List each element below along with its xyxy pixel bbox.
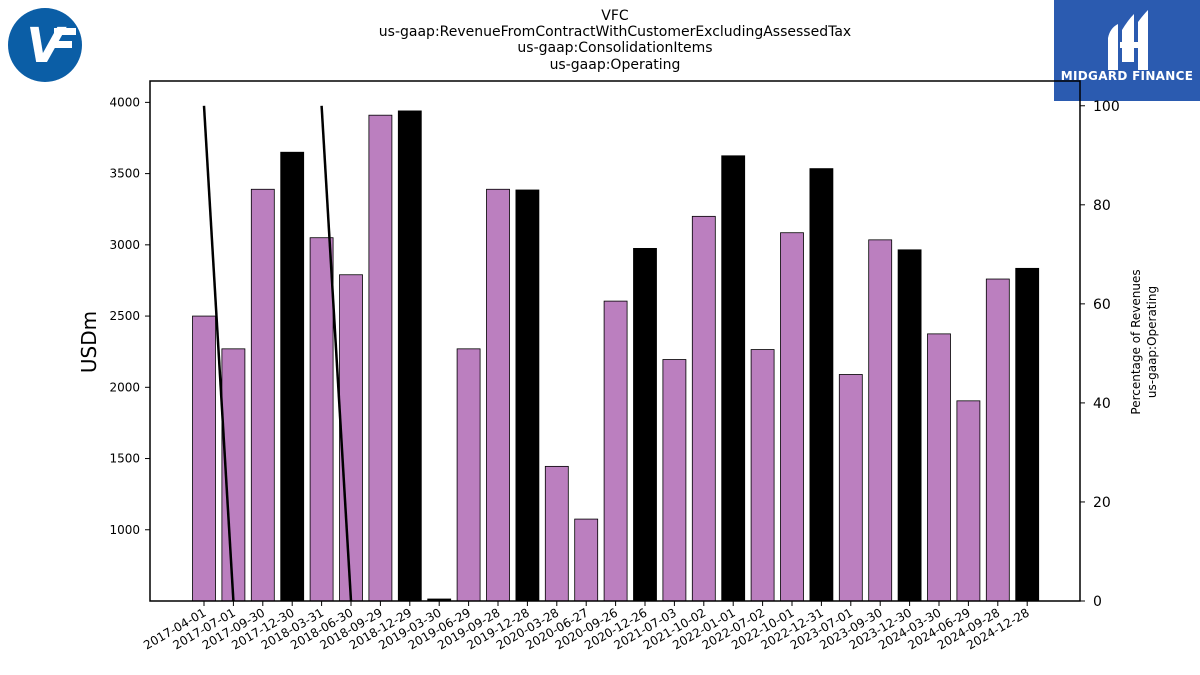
y-tick-label: 3000 [109, 238, 140, 252]
y-tick-label: 1000 [109, 523, 140, 537]
percentage-line-segment [320, 105, 353, 602]
y2-tick-label: 40 [1093, 396, 1111, 412]
bar-2020-03-28 [544, 465, 569, 602]
y-tick-label: 2500 [109, 309, 140, 323]
y2-axis-label-line-1: Percentage of Revenues [1129, 269, 1143, 414]
brand-name: MIDGARD FINANCE [1061, 69, 1193, 83]
bar-2023-12-30 [897, 249, 922, 602]
company-logo-bar-mid [54, 41, 72, 48]
company-logo: V [8, 8, 82, 82]
bar-2024-09-28 [985, 278, 1010, 602]
bar-2023-09-30 [868, 239, 893, 602]
y2-tick-label: 100 [1093, 99, 1120, 115]
plot-frame [149, 80, 1081, 602]
bar-2020-06-27 [574, 518, 599, 602]
bar-2022-01-01 [721, 155, 746, 602]
title-line-1: VFC [601, 8, 629, 24]
title-line-2: us-gaap:RevenueFromContractWithCustomerE… [379, 24, 851, 40]
bar-2024-03-30 [927, 333, 951, 602]
bar-2019-09-28 [486, 188, 510, 602]
bar-2018-03-31 [309, 237, 334, 602]
bar-2017-12-30 [280, 151, 305, 602]
y2-axis-label-line-2: us-gaap:Operating [1145, 286, 1159, 398]
percentage-line-segment [202, 105, 235, 602]
y-tick-label: 1500 [109, 452, 140, 466]
company-logo-circle [8, 8, 82, 82]
y2-tick-label: 20 [1093, 495, 1111, 511]
bar-2018-06-30 [339, 274, 363, 602]
title-line-4: us-gaap:Operating [550, 57, 681, 73]
bar-2018-09-29 [368, 114, 393, 602]
bar-2020-12-26 [633, 247, 657, 602]
bar-2024-12-28 [1015, 267, 1040, 602]
chart-title: VFC us-gaap:RevenueFromContractWithCusto… [379, 8, 851, 73]
y-tick-label: 2000 [109, 380, 140, 394]
y-tick-label: 3500 [109, 167, 140, 181]
y-tick-label: 4000 [109, 95, 140, 109]
bar-2021-07-03 [662, 359, 687, 602]
y2-tick-label: 0 [1093, 594, 1102, 610]
percentage-line-series [202, 105, 353, 602]
bar-2023-07-01 [838, 374, 863, 602]
bar-2024-06-29 [956, 400, 981, 602]
bar-2019-12-28 [515, 189, 540, 602]
brand-mark-icon [1108, 10, 1148, 70]
bar-2022-12-31 [809, 168, 834, 602]
y2-tick-label: 60 [1093, 297, 1111, 313]
brand-badge: MIDGARD FINANCE [1054, 0, 1200, 101]
y2-tick-label: 80 [1093, 198, 1111, 214]
bar-2017-04-01 [192, 315, 216, 602]
bar-2020-09-26 [603, 300, 628, 602]
bar-2022-07-02 [750, 349, 775, 602]
bar-2022-10-01 [780, 232, 804, 602]
axes: 1000 1500 2000 2500 3000 3500 4000 0 20 40 60 80 100… [109, 80, 1120, 652]
title-line-3: us-gaap:ConsolidationItems [517, 40, 712, 56]
bar-2021-10-02 [691, 215, 716, 602]
bar-2019-06-29 [456, 348, 481, 602]
bar-2017-09-30 [250, 188, 275, 602]
y-axis-label: USDm [77, 311, 101, 373]
bar-2018-12-29 [397, 110, 422, 602]
bars [192, 110, 1040, 602]
company-logo-bar-top [54, 28, 76, 35]
